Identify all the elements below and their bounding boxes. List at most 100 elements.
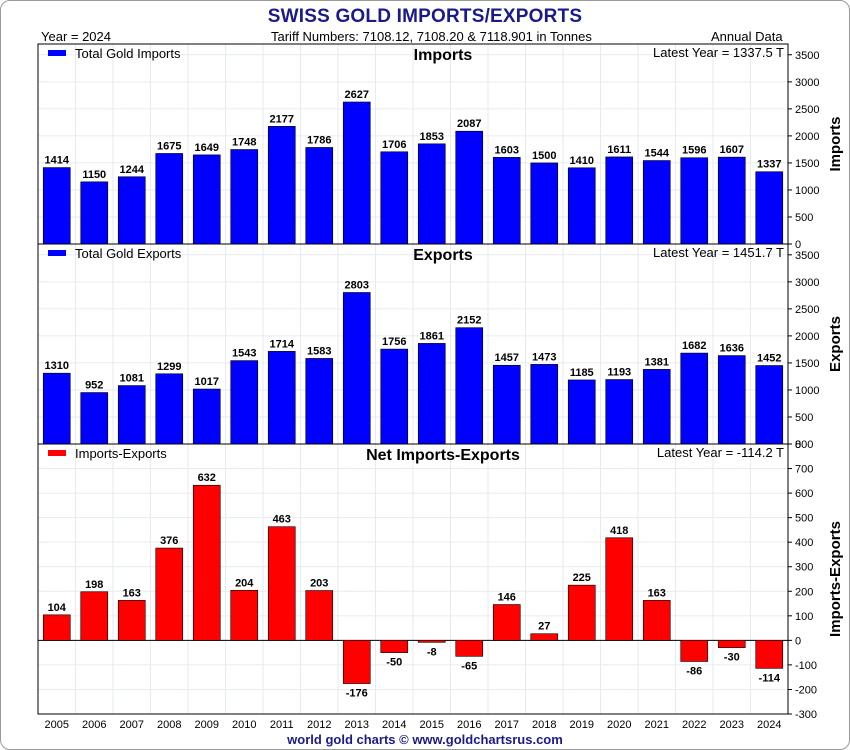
undefined-bar: [417, 640, 446, 643]
undefined-bar: [492, 604, 521, 641]
undefined-value-label: 163: [648, 587, 666, 599]
undefined-legend-swatch: [48, 50, 66, 56]
undefined-ytick-label: -200: [795, 684, 817, 696]
undefined-bar: [42, 372, 71, 445]
undefined-bar: [755, 365, 784, 445]
undefined-bar: [117, 176, 146, 245]
undefined-value-label: 27: [538, 621, 550, 633]
undefined-value-label: 1714: [270, 338, 295, 350]
undefined-value-label: 1414: [45, 155, 70, 167]
undefined-value-label: 2627: [345, 89, 369, 101]
undefined-value-label: 1675: [157, 140, 181, 152]
undefined-ytick-label: 1500: [795, 158, 819, 170]
undefined-bar: [230, 360, 259, 445]
undefined-bar: [380, 640, 409, 653]
frequency-label: Annual Data: [711, 29, 783, 44]
undefined-value-label: 2177: [270, 113, 294, 125]
undefined-ytick-label: 700: [795, 464, 813, 476]
undefined-bar: [155, 153, 184, 245]
undefined-bar: [680, 352, 709, 445]
undefined-value-label: -176: [346, 688, 368, 700]
undefined-bar: [230, 589, 259, 641]
undefined-legend-swatch: [48, 450, 66, 456]
undefined-bar: [755, 640, 784, 669]
undefined-bar: [80, 591, 109, 641]
undefined-value-label: 1861: [420, 330, 444, 342]
undefined-bar: [567, 379, 596, 445]
undefined-ytick-label: 600: [795, 488, 813, 500]
undefined-bar: [605, 379, 634, 445]
undefined-value-label: 1500: [532, 150, 556, 162]
undefined-value-label: 952: [85, 380, 103, 392]
undefined-latest-note: Latest Year = 1451.7 T: [653, 245, 784, 260]
x-tick-label: 2007: [120, 719, 144, 731]
x-tick-label: 2022: [682, 719, 706, 731]
undefined-value-label: 198: [85, 579, 103, 591]
undefined-bar: [305, 590, 334, 641]
undefined-bar: [455, 640, 484, 657]
undefined-ytick-label: 3000: [795, 277, 819, 289]
x-tick-label: 2005: [45, 719, 69, 731]
undefined-value-label: 1544: [645, 148, 670, 160]
undefined-ytick-label: -100: [795, 660, 817, 672]
undefined-legend-label: Total Gold Imports: [75, 46, 181, 61]
undefined-bar: [117, 385, 146, 445]
undefined-ytick-label: 500: [795, 212, 813, 224]
undefined-bar: [755, 171, 784, 245]
undefined-value-label: 1607: [720, 144, 744, 156]
undefined-value-label: 2803: [345, 279, 369, 291]
undefined-bar: [417, 143, 446, 245]
undefined-bar: [717, 156, 746, 245]
x-tick-label: 2023: [720, 719, 744, 731]
undefined-bar: [530, 162, 559, 245]
undefined-bar: [42, 614, 71, 641]
undefined-value-label: 463: [273, 514, 291, 526]
undefined-legend-swatch: [48, 250, 66, 256]
undefined-ytick-label: 2000: [795, 331, 819, 343]
undefined-bar: [680, 640, 709, 662]
undefined-bar: [342, 292, 371, 445]
undefined-value-label: 1706: [382, 139, 406, 151]
undefined-bar: [717, 355, 746, 445]
undefined-value-label: 2152: [457, 315, 481, 327]
undefined-ytick-label: 3500: [795, 250, 819, 262]
undefined-ytick-label: 0: [795, 239, 801, 251]
undefined-ytick-label: 300: [795, 562, 813, 574]
undefined-value-label: 204: [235, 577, 254, 589]
undefined-ytick-label: 400: [795, 537, 813, 549]
undefined-ytick-label: 0: [795, 635, 801, 647]
undefined-bar: [117, 600, 146, 641]
undefined-value-label: -86: [686, 665, 702, 677]
undefined-value-label: 225: [573, 572, 591, 584]
undefined-ytick-label: 500: [795, 412, 813, 424]
undefined-value-label: 1193: [607, 367, 631, 379]
undefined-bar: [492, 364, 521, 445]
undefined-latest-note: Latest Year = 1337.5 T: [653, 45, 784, 60]
undefined-bar: [192, 388, 221, 445]
undefined-bar: [605, 537, 634, 641]
undefined-bar: [567, 584, 596, 641]
undefined-legend-label: Imports-Exports: [75, 446, 167, 461]
undefined-panel-title: Exports: [413, 247, 473, 264]
undefined-bar: [267, 526, 296, 641]
x-tick-label: 2016: [457, 719, 481, 731]
undefined-bar: [192, 484, 221, 641]
x-tick-label: 2024: [757, 719, 781, 731]
undefined-value-label: 1543: [232, 348, 256, 360]
undefined-value-label: 1756: [382, 336, 406, 348]
undefined-latest-note: Latest Year = -114.2 T: [657, 445, 784, 460]
undefined-bar: [267, 351, 296, 445]
undefined-bar: [642, 160, 671, 245]
undefined-value-label: 1853: [420, 131, 444, 143]
undefined-bar: [642, 369, 671, 445]
undefined-value-label: 1337: [757, 159, 781, 171]
year-label: Year = 2024: [41, 29, 112, 44]
undefined-bar: [305, 147, 334, 245]
undefined-value-label: -65: [461, 660, 477, 672]
undefined-value-label: -50: [386, 657, 402, 669]
undefined-value-label: 1786: [307, 134, 331, 146]
undefined-bar: [155, 373, 184, 445]
title-bar: SWISS GOLD IMPORTS/EXPORTS: [1, 1, 849, 29]
x-tick-label: 2012: [307, 719, 331, 731]
